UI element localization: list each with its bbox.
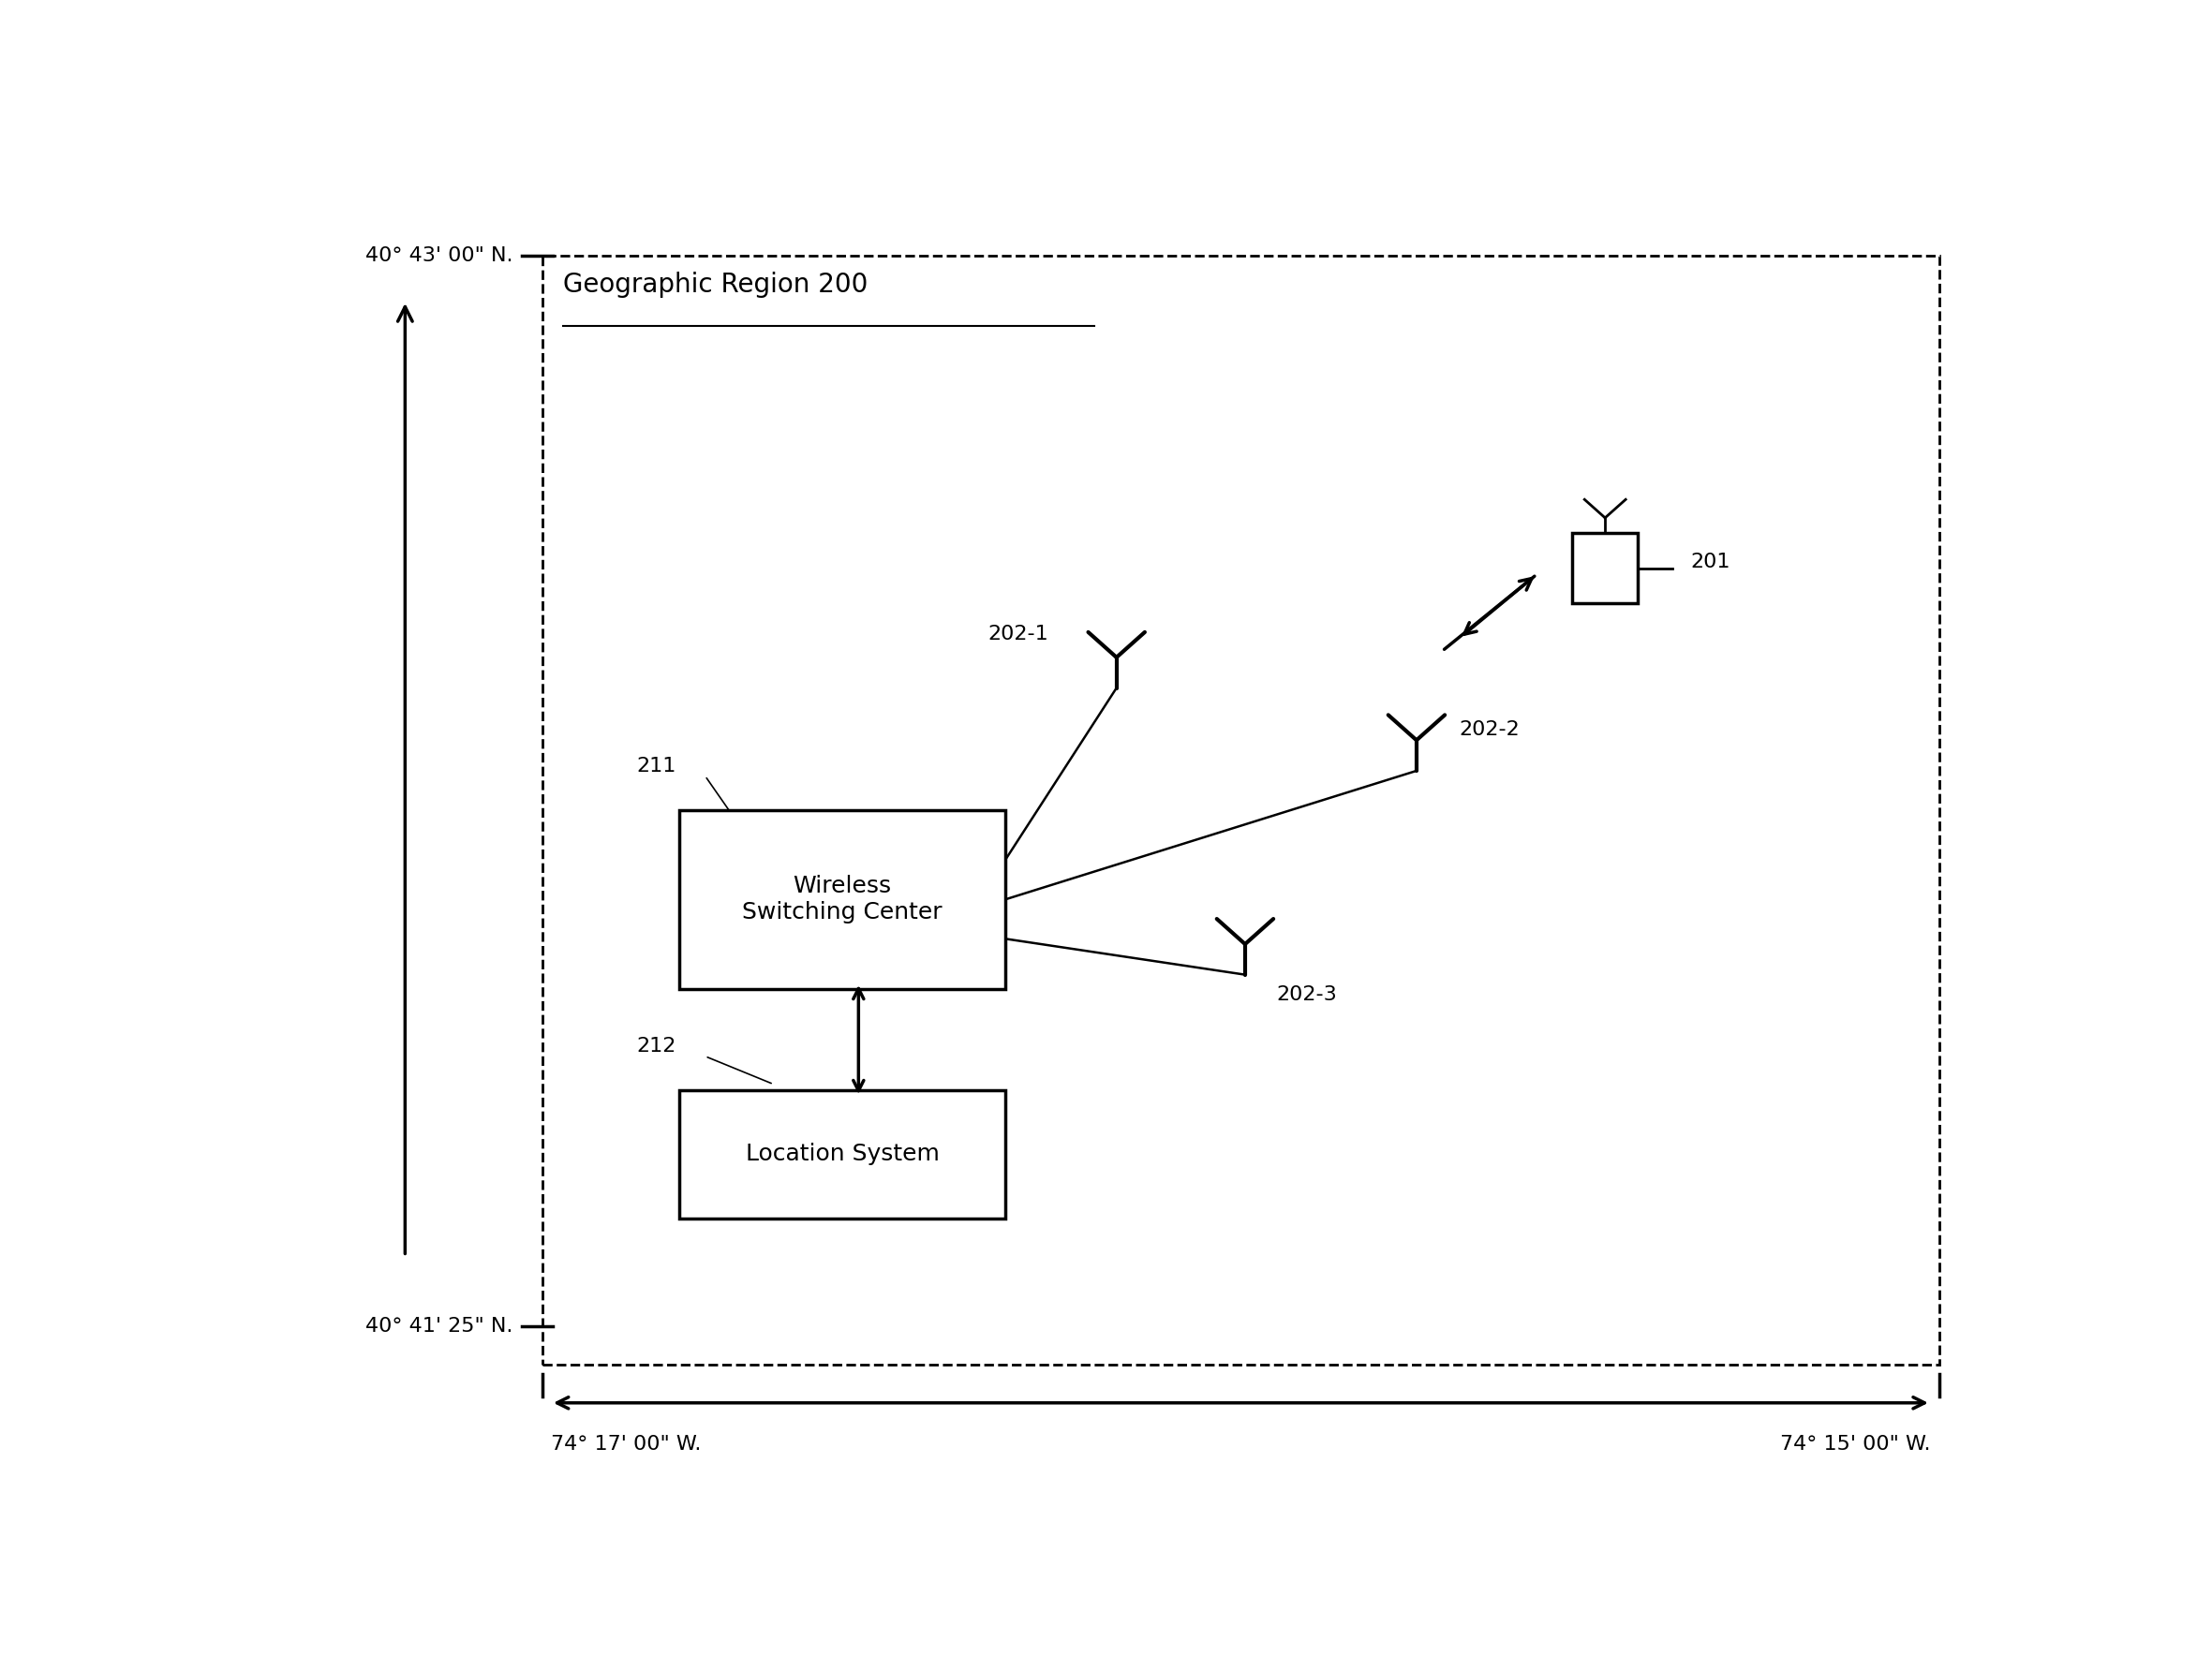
- Text: 40° 43' 00" N.: 40° 43' 00" N.: [365, 247, 513, 265]
- Bar: [542, 257, 1940, 1365]
- Text: 212: 212: [637, 1036, 677, 1056]
- Text: 74° 15' 00" W.: 74° 15' 00" W.: [1781, 1435, 1931, 1453]
- Bar: [679, 811, 1004, 988]
- Text: Wireless
Switching Center: Wireless Switching Center: [743, 875, 942, 923]
- Text: 201: 201: [1690, 553, 1730, 571]
- Text: 202-2: 202-2: [1460, 720, 1520, 740]
- Text: 202-3: 202-3: [1276, 986, 1336, 1005]
- Text: 211: 211: [637, 756, 677, 775]
- Bar: [1573, 533, 1637, 602]
- Text: Geographic Region 200: Geographic Region 200: [562, 271, 867, 298]
- Text: Location System: Location System: [745, 1144, 940, 1165]
- Text: 40° 41' 25" N.: 40° 41' 25" N.: [365, 1317, 513, 1336]
- Text: 202-1: 202-1: [989, 626, 1048, 644]
- Bar: [679, 1091, 1004, 1218]
- Text: 74° 17' 00" W.: 74° 17' 00" W.: [551, 1435, 701, 1453]
